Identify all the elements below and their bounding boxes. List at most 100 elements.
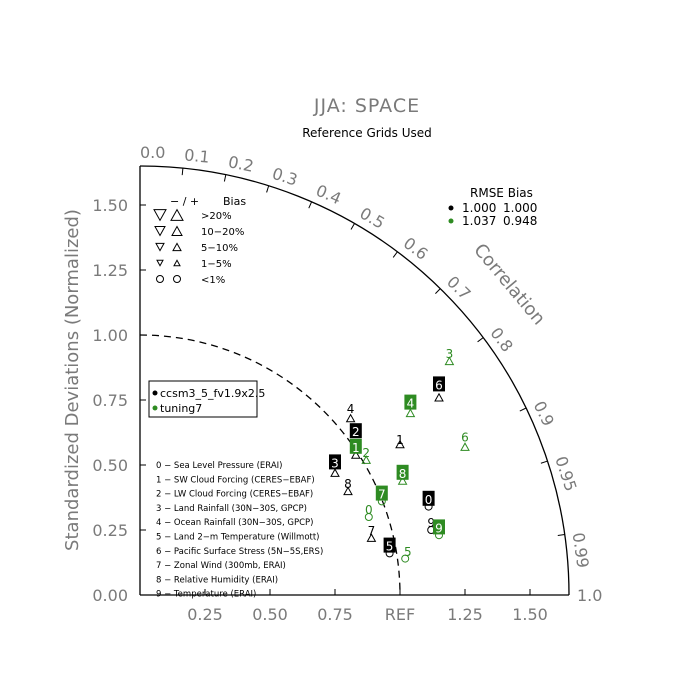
data-point-label: 2 [352, 425, 360, 439]
x-tick-label: 0.75 [317, 605, 353, 624]
data-point-label-box [396, 464, 409, 480]
correlation-tick-label: 0.99 [569, 531, 593, 569]
bias-legend-header: Bias [223, 195, 246, 208]
variable-legend-item: 4 − Ocean Rainfall (30N−30S, GPCP) [156, 518, 313, 528]
chart-subtitle: Reference Grids Used [302, 126, 432, 140]
data-point-label: 5 [404, 545, 412, 559]
y-tick-label: 1.25 [92, 261, 128, 280]
data-point-label: 8 [399, 467, 407, 481]
variable-legend-item: 8 − Relative Humidity (ERAI) [156, 575, 278, 585]
correlation-label: Correlation [469, 240, 549, 330]
series-legend-box [148, 380, 258, 418]
y-tick-label: 1.50 [92, 196, 128, 215]
data-point-label-box [404, 394, 417, 410]
rmse-legend-header: RMSE Bias [470, 186, 533, 200]
rmse-legend-rmse: 1.037 [462, 214, 496, 228]
data-point-label: 4 [347, 402, 355, 416]
bias-positive-triangle [170, 208, 184, 221]
bias-legend: − / + Bias >20% 10−20% 5−10% 1−5% <1% [153, 195, 246, 286]
data-point-label: 6 [461, 430, 469, 444]
correlation-tick-label: 0.0 [140, 143, 165, 162]
data-point-label: 0 [365, 503, 373, 517]
outer-arc [139, 165, 570, 596]
bias-positive-triangle [171, 225, 183, 236]
data-point-marker [345, 413, 356, 423]
data-point-marker [434, 392, 444, 402]
correlation-tick-label: 0.6 [400, 233, 432, 263]
data-point-label-box [349, 423, 362, 439]
correlation-tick-mark [266, 185, 270, 193]
data-point-label: 9 [427, 516, 435, 530]
x-tick-label: 0.25 [187, 605, 223, 624]
correlation-tick-mark [308, 201, 313, 209]
data-point-marker [397, 475, 408, 485]
variable-legend-item: 3 − Land Rainfall (30N−30S, GPCP) [156, 504, 307, 514]
bias-negative-triangle [155, 242, 165, 252]
bias-positive-triangle [173, 259, 181, 267]
series-legend-dot [152, 390, 158, 396]
data-point-label-box [383, 537, 396, 553]
bias-legend-row-label: 1−5% [201, 259, 232, 270]
data-point-marker [364, 513, 373, 521]
bias-negative-circle [156, 275, 164, 283]
data-point-label: 3 [331, 456, 339, 470]
rmse-legend-bias: 1.000 [503, 201, 537, 215]
correlation-end-label: 1.0 [577, 586, 602, 605]
data-point-label-box [422, 490, 435, 506]
correlation-tick-mark [519, 407, 527, 412]
data-point-label: 5 [386, 540, 394, 554]
data-point-marker [444, 356, 455, 366]
x-tick-label: 1.25 [447, 605, 483, 624]
variable-legend-item: 0 − Sea Level Pressure (ERAI) [156, 461, 283, 471]
chart-title: JJA: SPACE [313, 95, 420, 117]
variable-legend-item: 2 − LW Cloud Forcing (CERES−EBAF) [156, 490, 313, 500]
data-point-label: 7 [368, 524, 376, 538]
data-point-label-box [433, 519, 445, 535]
data-point-label: 6 [435, 378, 443, 392]
variable-legend: 0 − Sea Level Pressure (ERAI) 1 − SW Clou… [156, 461, 323, 600]
correlation-tick-mark [435, 288, 441, 294]
data-point-label: 0 [425, 493, 433, 507]
series-legend: ccsm3_5_fv1.9x2.5 tuning7 [148, 380, 265, 418]
data-point-label: 1 [396, 433, 404, 447]
data-point-marker [366, 533, 377, 542]
bias-positive-circle [173, 275, 181, 283]
y-tick-label: 0.25 [92, 521, 128, 540]
correlation-tick-label: 0.2 [227, 152, 256, 176]
data-point-label: 8 [344, 477, 352, 491]
variable-legend-item: 7 − Zonal Wind (300mb, ERAI) [156, 561, 286, 571]
correlation-tick-mark [223, 174, 227, 182]
correlation-tick-mark [392, 251, 398, 258]
data-point-label-box [349, 438, 362, 454]
variable-legend-item: 9 − Temperature (ERAI) [156, 590, 256, 600]
series-legend-dot [152, 405, 158, 411]
bias-negative-triangle [153, 209, 167, 222]
data-point-marker [401, 554, 410, 563]
data-point-label: 4 [407, 397, 415, 411]
x-tick-label: 1.50 [512, 605, 548, 624]
correlation-tick-label: 0.5 [357, 204, 389, 233]
data-point-marker [395, 439, 405, 449]
correlation-tick-mark [540, 460, 548, 464]
axes: 0.25 0.50 0.75 REF 1.25 1.500.000.250.500.751… [92, 165, 602, 624]
data-point-marker [361, 455, 372, 464]
correlation-tick-label: 0.1 [183, 145, 210, 166]
series-legend-name: ccsm3_5_fv1.9x2.5 [160, 387, 265, 400]
variable-legend-item: 5 − Land 2−m Temperature (Willmott) [156, 533, 320, 543]
bias-legend-signs: − / + [170, 195, 199, 208]
series-legend-name: tuning7 [160, 402, 202, 415]
y-tick-label: 1.00 [92, 326, 128, 345]
correlation-tick-mark [557, 533, 565, 536]
rmse-legend-rmse: 1.000 [462, 201, 496, 215]
data-point-label-box [329, 454, 341, 470]
data-point-label: 1 [352, 441, 360, 455]
reference-arc [139, 334, 401, 596]
x-tick-label: REF [385, 605, 415, 624]
rmse-legend-dot [448, 205, 454, 211]
data-point-label: 9 [435, 521, 443, 535]
y-tick-label: 0.75 [92, 391, 128, 410]
data-point-marker [350, 449, 361, 459]
correlation-tick-label: 0.3 [270, 164, 300, 190]
